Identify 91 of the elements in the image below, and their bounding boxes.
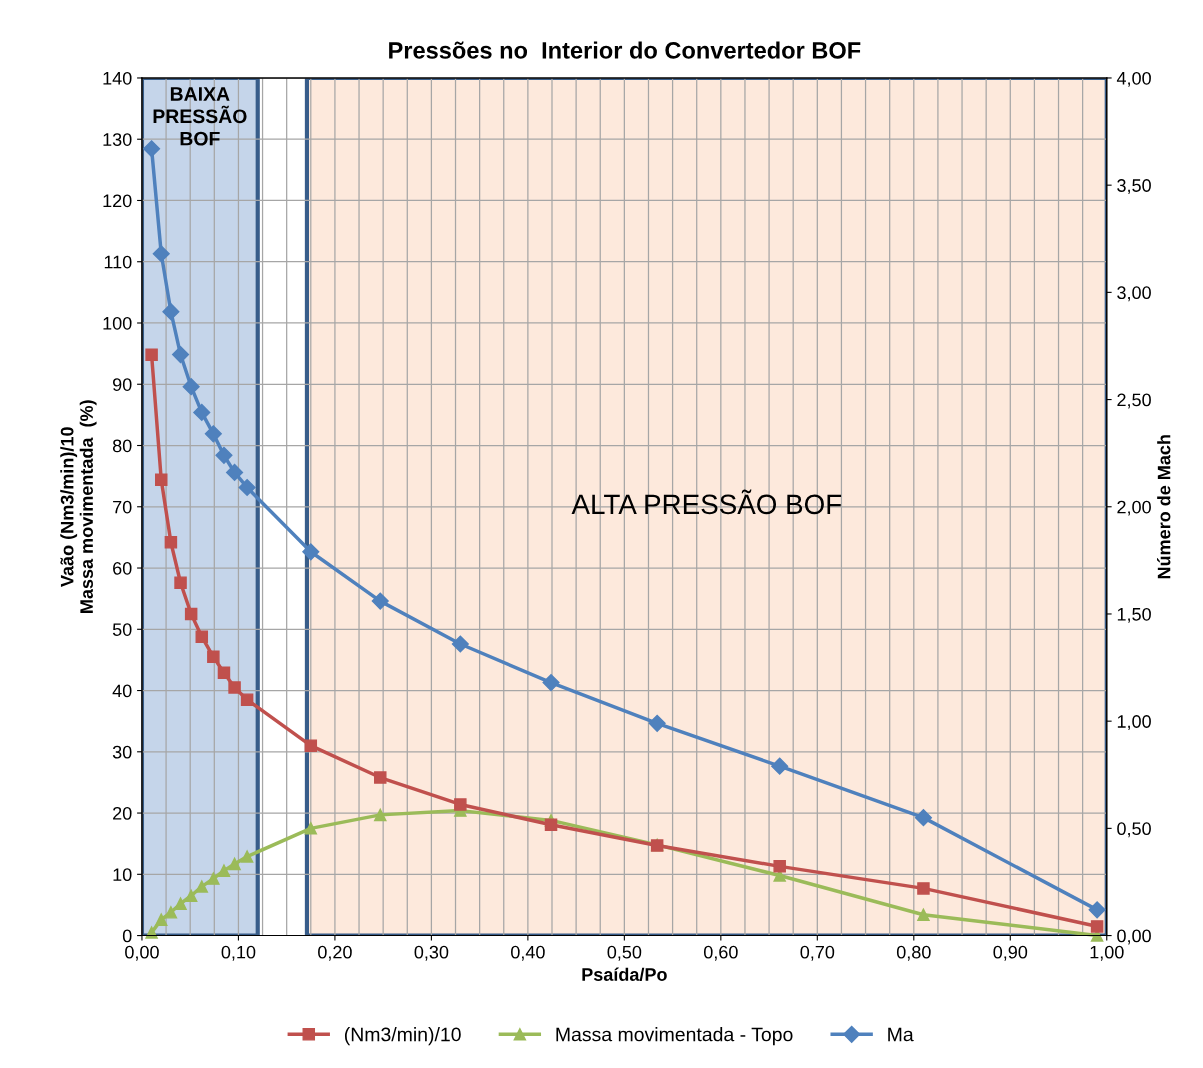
point: [240, 850, 254, 863]
y2-tick-label: 0,50: [1117, 822, 1151, 838]
point: [171, 345, 190, 364]
point: [238, 478, 256, 497]
legend-label: Ma: [888, 1027, 914, 1042]
y-tick-label: 20: [113, 806, 132, 820]
legend-label: Massa movimentada - Topo: [556, 1027, 793, 1046]
point: [542, 674, 560, 692]
x-tick-label: 0,20: [318, 945, 352, 961]
chart-title: Pressões no Interior do Convertedor BOF: [389, 41, 861, 59]
legend-label: (Nm3/min)/10: [344, 1027, 461, 1046]
y2-tick-label: 3,00: [1117, 286, 1151, 302]
x-tick-label: 0,60: [703, 945, 738, 961]
point: [454, 798, 467, 811]
point: [544, 818, 558, 831]
point: [1090, 920, 1104, 933]
y-tick-label: 80: [112, 439, 132, 453]
y2-tick-label: 2,00: [1117, 500, 1151, 516]
point: [1088, 901, 1106, 919]
point: [215, 446, 233, 464]
point: [174, 576, 187, 589]
point: [143, 140, 161, 158]
y2-tick-label: 3,50: [1117, 179, 1151, 195]
point: [374, 771, 387, 784]
point: [184, 889, 198, 903]
point: [240, 693, 254, 706]
x-tick-label: 0,50: [607, 945, 642, 961]
y-tick-label: 140: [103, 71, 132, 85]
y2-tick-label: 1,00: [1117, 715, 1151, 731]
x-tick-label: 0,90: [993, 945, 1028, 961]
point: [304, 739, 318, 752]
point: [304, 822, 318, 835]
point: [917, 882, 930, 895]
point: [217, 666, 231, 680]
point: [154, 473, 168, 487]
point: [162, 303, 180, 321]
y-axis-title: Vaão (Nm3/min)/10 Massa movimentada (%): [60, 400, 97, 613]
point: [217, 864, 231, 877]
y-tick-label: 90: [113, 378, 132, 391]
x-tick-label: 0,00: [125, 945, 159, 961]
point: [182, 378, 200, 396]
y-tick-label: 30: [112, 745, 132, 759]
point: [204, 425, 222, 443]
y2-tick-label: 1,50: [1117, 607, 1151, 623]
point: [226, 463, 244, 482]
point: [145, 926, 158, 939]
y2-tick-label: 4,00: [1116, 71, 1151, 87]
y-tick-label: 70: [113, 500, 132, 514]
point: [207, 872, 220, 885]
y-tick-label: 120: [103, 194, 132, 208]
y-tick-label: 10: [113, 868, 132, 882]
x-tick-label: 0,80: [896, 945, 931, 961]
point: [164, 536, 178, 549]
y-tick-label: 40: [112, 684, 132, 698]
x-tick-label: 1,00: [1090, 945, 1124, 961]
band-label: ALTA PRESSÃO BOF: [571, 489, 842, 515]
point: [451, 635, 469, 653]
x-tick-label: 0,10: [221, 945, 256, 961]
point: [152, 245, 170, 263]
band-label: BAIXA PRESSÃO BOF: [153, 87, 247, 146]
point: [773, 860, 786, 873]
point: [302, 543, 320, 561]
x-axis-title: Psaída/Po: [582, 967, 667, 982]
point: [228, 681, 241, 694]
point: [164, 906, 178, 919]
point: [207, 650, 220, 664]
point: [371, 592, 389, 610]
point: [193, 403, 211, 421]
x-tick-label: 0,40: [511, 945, 545, 961]
y-tick-label: 60: [113, 561, 132, 575]
x-tick-label: 0,70: [800, 945, 835, 961]
point: [374, 808, 387, 822]
point: [154, 913, 168, 926]
point: [917, 908, 930, 921]
point: [195, 630, 209, 643]
y2-axis-title: Número de Mach: [1157, 435, 1171, 579]
point: [648, 714, 666, 732]
point: [145, 348, 158, 362]
y2-tick-label: 0,00: [1117, 929, 1151, 945]
point: [914, 809, 932, 827]
point: [184, 607, 198, 621]
y-tick-label: 110: [104, 255, 132, 269]
point: [195, 880, 209, 893]
point: [228, 857, 241, 871]
y-tick-label: 100: [103, 316, 132, 330]
y-tick-label: 50: [112, 623, 132, 636]
x-tick-label: 0,30: [414, 945, 449, 961]
y2-tick-label: 2,50: [1117, 393, 1151, 409]
point: [771, 757, 789, 775]
y-tick-label: 130: [103, 133, 132, 146]
y-tick-label: 0: [122, 929, 132, 943]
